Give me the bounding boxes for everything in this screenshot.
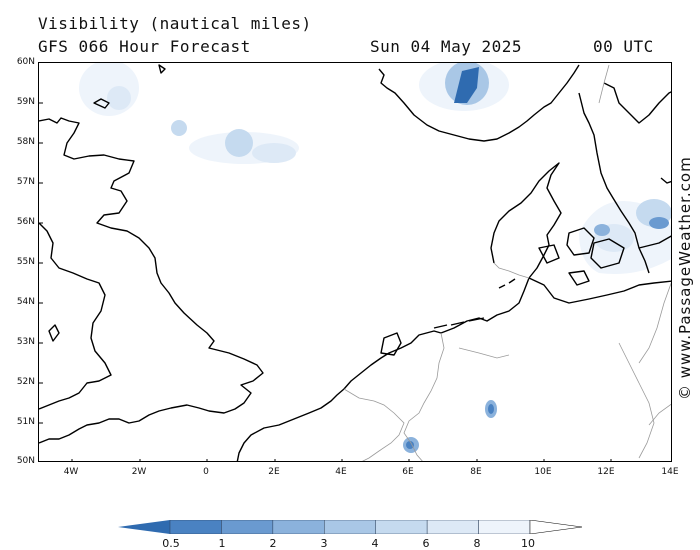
lon-label: 6E	[402, 467, 414, 477]
lon-label: 0	[203, 467, 209, 477]
lat-label: 54N	[16, 297, 35, 307]
colorbar-label: 10	[521, 537, 535, 550]
colorbar-label: 1	[218, 537, 226, 550]
lat-label: 59N	[16, 97, 35, 107]
lon-label: 4E	[335, 467, 347, 477]
colorbar-cell	[272, 520, 325, 534]
watermark: © www.PassageWeather.com	[676, 156, 694, 400]
colorbar-cell	[478, 520, 531, 534]
map-panel	[38, 62, 672, 462]
colorbar-cell	[169, 520, 222, 534]
forecast-date: Sun 04 May 2025	[370, 37, 522, 56]
lon-label: 2E	[268, 467, 280, 477]
colorbar-arrow-right	[529, 520, 582, 534]
colorbar-cell	[221, 520, 274, 534]
lat-label: 52N	[16, 377, 35, 387]
lon-label: 10E	[534, 467, 552, 477]
map-canvas	[39, 63, 671, 461]
lat-label: 53N	[16, 337, 35, 347]
colorbar-cell	[324, 520, 376, 534]
chart-title: Visibility (nautical miles)	[38, 14, 312, 33]
lon-label: 14E	[661, 467, 679, 477]
forecast-subtitle: GFS 066 Hour Forecast	[38, 37, 251, 56]
lon-label: 4W	[63, 467, 79, 477]
lat-label: 60N	[16, 57, 35, 67]
colorbar-label: 2	[269, 537, 277, 550]
colorbar	[118, 520, 582, 534]
forecast-time: 00 UTC	[593, 37, 654, 56]
colorbar-label: 4	[371, 537, 379, 550]
colorbar-cell	[426, 520, 479, 534]
colorbar-label: 3	[320, 537, 328, 550]
visibility-shading	[79, 63, 671, 453]
lat-label: 56N	[16, 217, 35, 227]
lat-label: 55N	[16, 257, 35, 267]
lon-label: 12E	[597, 467, 615, 477]
lat-label: 57N	[16, 177, 35, 187]
colorbar-cells	[169, 520, 531, 534]
lat-label: 58N	[16, 137, 35, 147]
colorbar-label: 0.5	[162, 537, 180, 550]
colorbar-label: 6	[422, 537, 430, 550]
coastlines	[39, 64, 671, 461]
lat-label: 51N	[16, 417, 35, 427]
country-borders	[343, 64, 671, 461]
lon-label: 8E	[470, 467, 482, 477]
lat-label: 50N	[16, 456, 35, 466]
axis-ticks	[39, 102, 612, 461]
colorbar-arrow-left	[118, 520, 170, 534]
colorbar-cell	[375, 520, 428, 534]
colorbar-label: 8	[473, 537, 481, 550]
lon-label: 2W	[131, 467, 147, 477]
